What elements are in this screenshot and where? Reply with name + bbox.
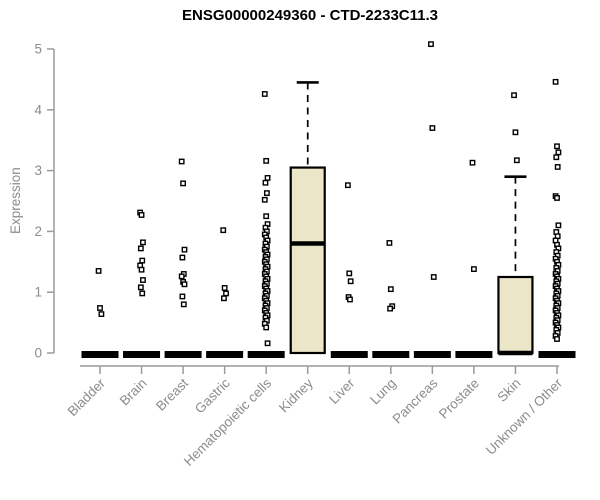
- box-pancreas: [413, 351, 451, 358]
- outlier-point-hematopoietic-cells: [263, 157, 270, 164]
- box-skin: [497, 275, 534, 355]
- box-unknown-other: [538, 351, 576, 358]
- x-category-label-unknown-other: Unknown / Other: [483, 375, 566, 458]
- outlier-point-unknown-other: [552, 78, 559, 85]
- outlier-point-lung: [387, 286, 394, 293]
- outlier-point-hematopoietic-cells: [261, 196, 268, 203]
- outlier-point-breast: [180, 180, 186, 187]
- outlier-point-hematopoietic-cells: [263, 324, 270, 331]
- outlier-point-unknown-other: [554, 336, 560, 342]
- outlier-point-prostate: [469, 159, 476, 166]
- outlier-point-unknown-other: [553, 154, 560, 161]
- outlier-point-unknown-other: [554, 164, 561, 170]
- outlier-point-liver: [346, 270, 353, 277]
- outlier-point-gastric: [221, 295, 227, 302]
- x-category-label-prostate: Prostate: [436, 376, 482, 422]
- outlier-point-liver: [347, 296, 353, 303]
- outlier-point-hematopoietic-cells: [264, 174, 271, 181]
- x-category-label-brain: Brain: [117, 376, 150, 409]
- box-kidney: [289, 166, 326, 355]
- box-bladder: [81, 351, 119, 358]
- x-category-label-bladder: Bladder: [65, 375, 109, 419]
- outlier-point-breast: [179, 254, 186, 261]
- x-category-label-gastric: Gastric: [192, 375, 233, 416]
- outlier-point-skin: [511, 92, 517, 99]
- outlier-point-bladder: [97, 305, 103, 311]
- outlier-point-bladder: [98, 311, 105, 317]
- outlier-point-brain: [138, 212, 145, 218]
- box-liver: [330, 351, 368, 358]
- outlier-point-pancreas: [430, 274, 437, 280]
- outlier-point-breast: [178, 158, 185, 165]
- outlier-point-brain: [138, 266, 145, 273]
- y-tick-label: 0: [34, 346, 42, 361]
- outlier-point-lung: [387, 305, 394, 312]
- x-category-label-breast: Breast: [153, 375, 191, 413]
- outlier-point-breast: [180, 301, 187, 308]
- outlier-point-breast: [178, 273, 185, 280]
- outlier-point-breast: [181, 246, 188, 253]
- outlier-point-brain: [137, 245, 144, 252]
- outlier-point-unknown-other: [555, 149, 562, 156]
- box-lung: [372, 351, 410, 358]
- y-tick-label: 3: [34, 163, 42, 178]
- outlier-point-hematopoietic-cells: [262, 179, 269, 186]
- outlier-point-unknown-other: [554, 143, 560, 150]
- outlier-point-pancreas: [428, 41, 434, 48]
- outlier-point-skin: [513, 157, 520, 164]
- outlier-point-brain: [139, 290, 146, 297]
- x-category-label-liver: Liver: [326, 375, 358, 407]
- y-tick-label: 2: [34, 224, 42, 239]
- box-hematopoietic-cells: [247, 351, 285, 358]
- outlier-point-lung: [386, 240, 393, 246]
- outlier-point-gastric: [221, 285, 228, 291]
- outlier-point-skin: [512, 129, 519, 136]
- outlier-point-breast: [179, 293, 186, 300]
- outlier-point-gastric: [223, 290, 229, 297]
- x-category-label-lung: Lung: [367, 376, 399, 408]
- outlier-point-hematopoietic-cells: [264, 340, 271, 347]
- outlier-point-prostate: [471, 266, 477, 272]
- box-brain: [123, 351, 161, 358]
- outlier-point-bladder: [95, 268, 102, 274]
- outlier-point-hematopoietic-cells: [261, 91, 268, 97]
- outlier-point-gastric: [220, 227, 227, 234]
- chart-title: ENSG00000249360 - CTD-2233C11.3: [182, 7, 438, 24]
- outlier-point-breast: [181, 281, 188, 288]
- outlier-point-brain: [137, 284, 144, 291]
- y-tick-label: 4: [34, 102, 42, 117]
- x-category-label-kidney: Kidney: [276, 375, 316, 415]
- outlier-point-pancreas: [429, 125, 436, 131]
- box-gastric: [206, 351, 244, 358]
- box-prostate: [455, 351, 493, 358]
- outlier-point-unknown-other: [555, 222, 562, 229]
- box-breast: [164, 351, 202, 358]
- outlier-point-hematopoietic-cells: [263, 190, 270, 196]
- outlier-point-brain: [140, 239, 146, 246]
- outlier-point-brain: [139, 257, 146, 264]
- outlier-point-brain: [140, 277, 146, 283]
- outlier-point-liver: [347, 278, 354, 285]
- x-category-label-pancreas: Pancreas: [390, 375, 441, 426]
- outlier-point-liver: [344, 182, 351, 189]
- x-category-label-skin: Skin: [494, 376, 523, 405]
- outlier-point-unknown-other: [554, 195, 560, 201]
- y-tick-label: 5: [34, 42, 42, 57]
- y-tick-label: 1: [34, 285, 42, 300]
- outlier-point-hematopoietic-cells: [263, 213, 270, 220]
